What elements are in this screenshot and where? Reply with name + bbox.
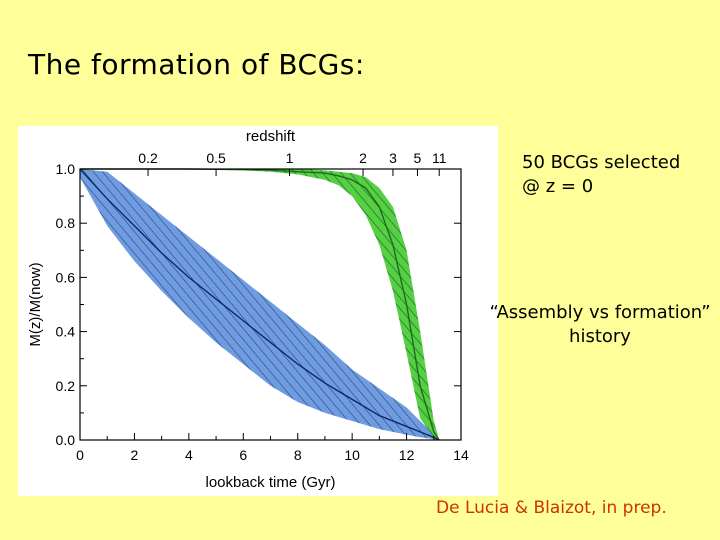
top-axis-title: redshift	[246, 128, 296, 145]
y-axis-title: M(z)/M(now)	[27, 262, 44, 346]
x-tick-label: 10	[344, 447, 360, 463]
x-tick-label: 4	[185, 447, 193, 463]
y-tick-label: 0.0	[56, 432, 76, 448]
chart-panel: 0 2 4 6 8 10 12 14 0.0 0.2 0.4 0.6 0.8 1.0 0.2 0.5 1 2 3 5 1…	[18, 126, 498, 496]
series-0-hatch	[80, 169, 440, 440]
y-tick-label: 1.0	[56, 161, 76, 177]
y-tick-label: 0.2	[56, 378, 76, 394]
selection-note-line2: @ z = 0	[522, 176, 594, 197]
redshift-tick-label: 3	[389, 150, 397, 166]
x-tick-label: 8	[294, 447, 302, 463]
x-tick-label: 2	[131, 447, 139, 463]
redshift-tick-label: 11	[432, 150, 447, 166]
slide-title: The formation of BCGs:	[28, 48, 365, 81]
selection-note-line1: 50 BCGs selected	[522, 152, 681, 173]
bands-layer	[80, 169, 440, 440]
series-0-median-line	[79, 168, 440, 441]
y-tick-label: 0.6	[56, 269, 76, 285]
redshift-tick-label: 0.5	[206, 150, 226, 166]
x-tick-label: 14	[453, 447, 469, 463]
citation: De Lucia & Blaizot, in prep.	[436, 498, 667, 518]
x-tick-label: 12	[399, 447, 415, 463]
formation-history-chart: 0 2 4 6 8 10 12 140.00.20.40.60.81.00.2 0.5 1 2 3 5 1…	[27, 128, 469, 491]
history-note: “Assembly vs formation” history	[480, 301, 720, 349]
redshift-tick-label: 2	[359, 150, 367, 166]
history-note-line1: “Assembly vs formation”	[489, 302, 711, 323]
y-tick-label: 0.4	[56, 324, 76, 340]
redshift-tick-label: 0.2	[138, 150, 158, 166]
history-note-line2: history	[569, 326, 631, 347]
x-tick-label: 6	[239, 447, 247, 463]
x-tick-label: 0	[76, 447, 84, 463]
redshift-tick-label: 1	[286, 150, 294, 166]
y-tick-label: 0.8	[56, 215, 76, 231]
selection-note: 50 BCGs selected @ z = 0	[522, 151, 680, 199]
ticks-layer: 0 2 4 6 8 10 12 140.00.20.40.60.81.00.2 0.5 1 2 3 5 1…	[56, 150, 469, 463]
x-axis-title: lookback time (Gyr)	[205, 474, 335, 491]
redshift-tick-label: 5	[414, 150, 422, 166]
